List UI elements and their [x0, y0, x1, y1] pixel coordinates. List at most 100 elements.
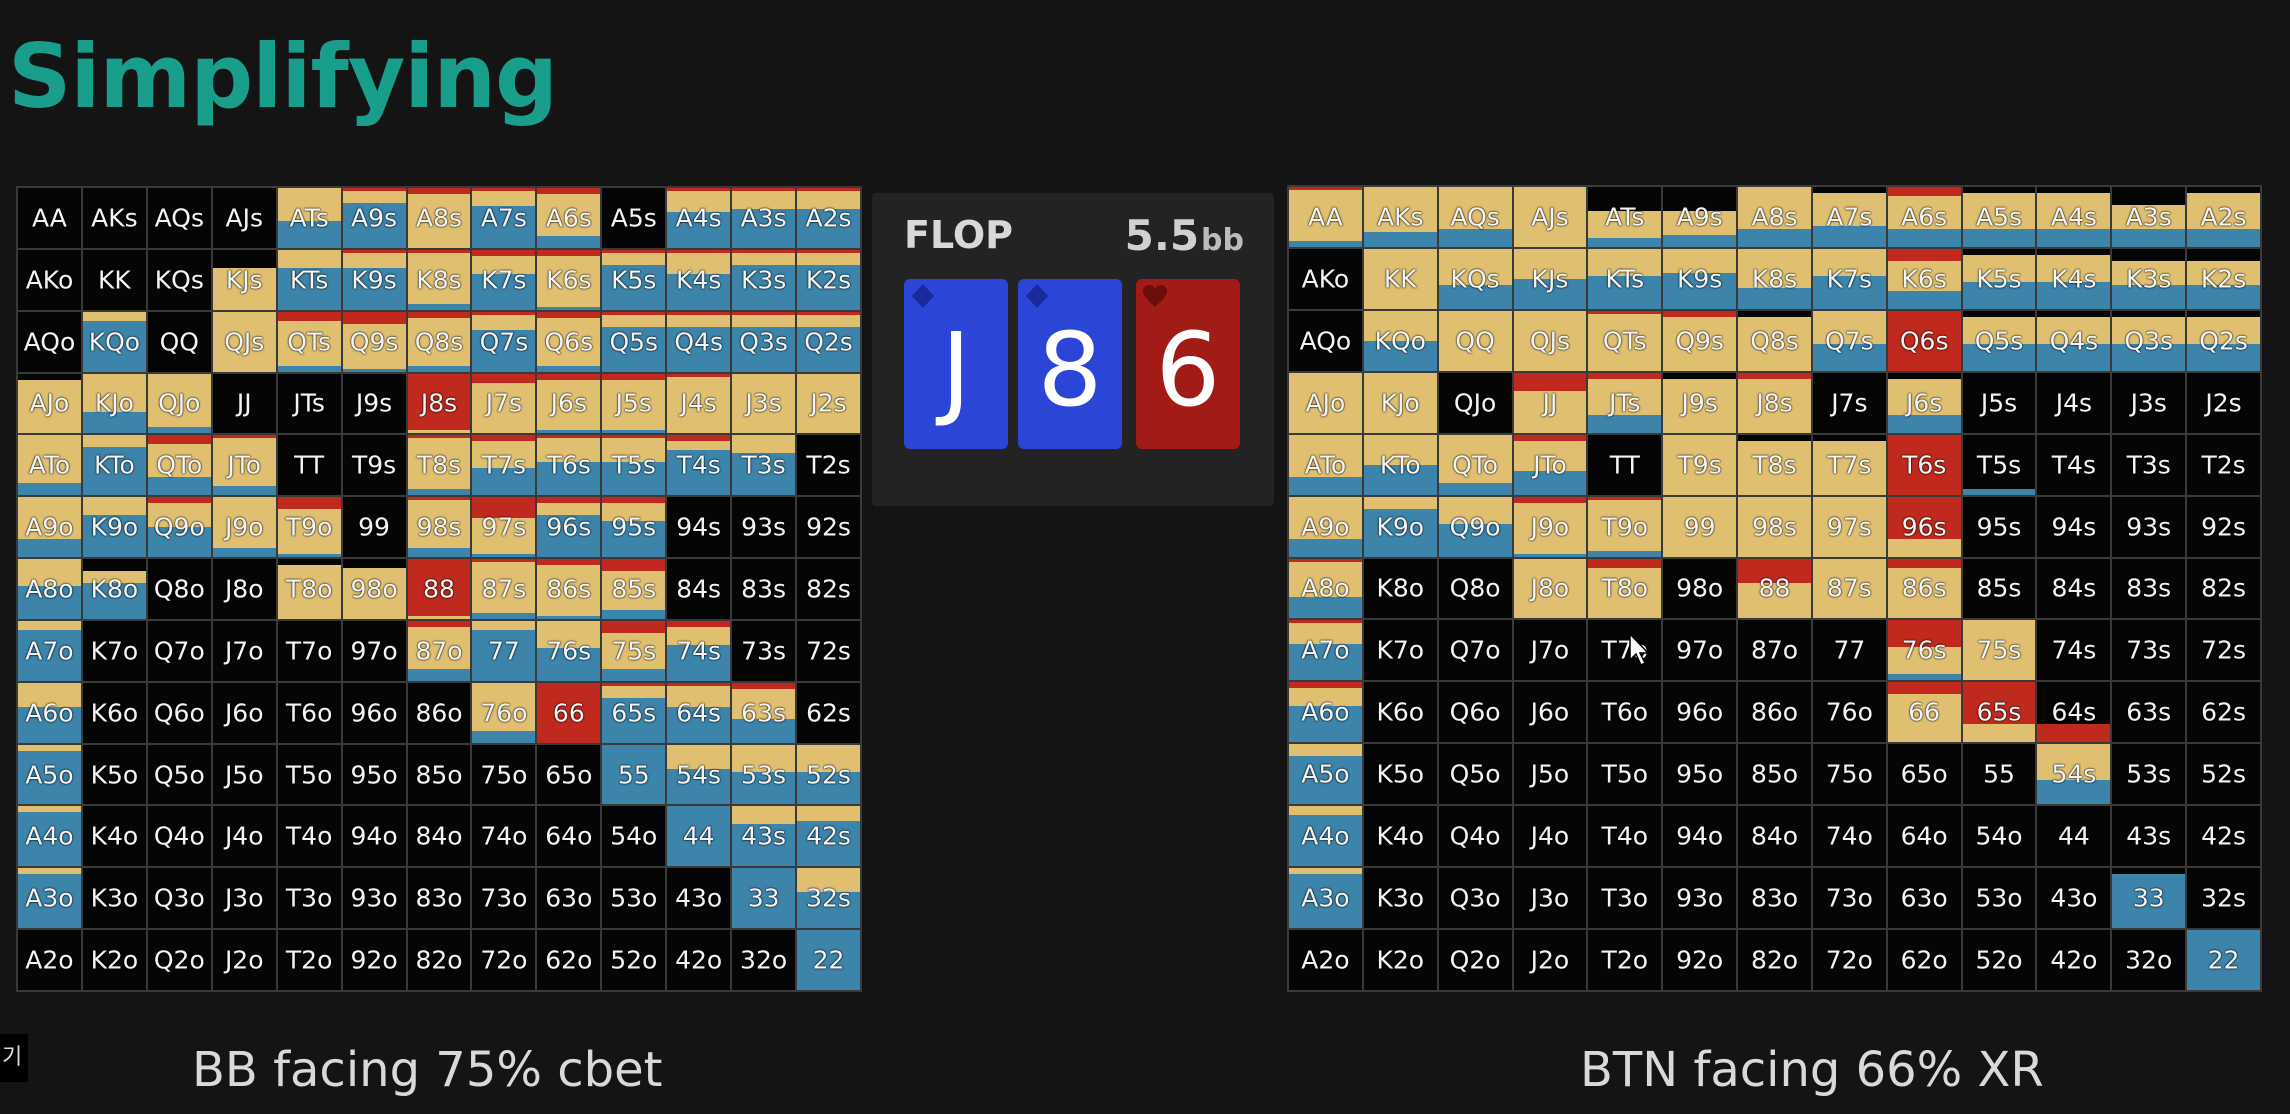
hand-cell[interactable]: 92s [797, 497, 860, 558]
hand-cell[interactable]: 92o [342, 930, 406, 990]
hand-cell[interactable]: QQ [1438, 310, 1512, 371]
hand-cell[interactable]: KK [82, 249, 146, 310]
hand-cell[interactable]: J8s [1738, 372, 1811, 433]
hand-cell[interactable]: 43s [2112, 806, 2186, 867]
hand-cell[interactable]: A8o [1289, 558, 1362, 619]
hand-cell[interactable]: 87o [407, 620, 471, 681]
hand-cell[interactable]: T6s [1887, 434, 1961, 495]
hand-cell[interactable]: 84s [2037, 558, 2111, 619]
hand-cell[interactable]: 66 [1887, 682, 1961, 743]
hand-cell[interactable]: Q2s [2187, 310, 2260, 371]
hand-cell[interactable]: T8s [407, 435, 471, 496]
hand-cell[interactable]: 74o [1812, 806, 1886, 867]
hand-cell[interactable]: 99 [1663, 496, 1737, 557]
hand-cell[interactable]: JTs [1588, 372, 1662, 433]
hand-cell[interactable]: 83s [732, 559, 796, 619]
hand-cell[interactable]: 86s [537, 559, 601, 619]
hand-cell[interactable]: T6s [537, 435, 601, 496]
hand-cell[interactable]: K4s [667, 249, 731, 310]
hand-cell[interactable]: K3o [1363, 868, 1437, 929]
hand-cell[interactable]: ATo [18, 435, 81, 496]
hand-cell[interactable]: J3o [212, 868, 276, 929]
hand-cell[interactable]: A7s [472, 188, 536, 248]
hand-cell[interactable]: K7s [1812, 248, 1886, 309]
hand-cell[interactable]: J4s [2037, 372, 2111, 433]
hand-cell[interactable]: A4o [18, 806, 81, 867]
hand-cell[interactable]: 76o [472, 682, 536, 743]
hand-cell[interactable]: TT [277, 435, 341, 496]
hand-cell[interactable]: 54o [602, 806, 666, 867]
hand-cell[interactable]: 72o [472, 930, 536, 990]
hand-cell[interactable]: A5s [1962, 187, 2036, 247]
hand-cell[interactable]: 64s [2037, 682, 2111, 743]
hand-cell[interactable]: Q9s [342, 311, 406, 372]
hand-cell[interactable]: Q2o [1438, 930, 1512, 990]
hand-cell[interactable]: J7o [212, 620, 276, 681]
hand-cell[interactable]: 33 [2112, 868, 2186, 929]
hand-cell[interactable]: T3s [2112, 434, 2186, 495]
hand-cell[interactable]: 94s [667, 497, 731, 558]
hand-cell[interactable]: 93o [1663, 868, 1737, 929]
hand-cell[interactable]: KJs [1513, 248, 1587, 309]
hand-cell[interactable]: J9o [212, 497, 276, 558]
hand-cell[interactable]: 92s [2187, 496, 2260, 557]
hand-cell[interactable]: A2o [1289, 930, 1362, 990]
hand-cell[interactable]: T9s [1663, 434, 1737, 495]
hand-cell[interactable]: Q9o [1438, 496, 1512, 557]
hand-cell[interactable]: J9s [342, 373, 406, 434]
hand-cell[interactable]: A2s [797, 188, 860, 248]
hand-cell[interactable]: AJs [212, 188, 276, 248]
hand-cell[interactable]: 74s [667, 620, 731, 681]
hand-cell[interactable]: 95s [1962, 496, 2036, 557]
hand-cell[interactable]: A8s [1738, 187, 1811, 247]
hand-cell[interactable]: 52s [797, 744, 860, 805]
hand-cell[interactable]: A2o [18, 930, 81, 990]
hand-cell[interactable]: 84o [1738, 806, 1811, 867]
hand-cell[interactable]: 54s [2037, 744, 2111, 805]
hand-cell[interactable]: K4o [82, 806, 146, 867]
hand-cell[interactable]: J5s [1962, 372, 2036, 433]
hand-cell[interactable]: J4o [212, 806, 276, 867]
hand-cell[interactable]: Q2o [147, 930, 211, 990]
hand-cell[interactable]: 73o [472, 868, 536, 929]
hand-cell[interactable]: 82o [1738, 930, 1811, 990]
hand-cell[interactable]: T4s [667, 435, 731, 496]
hand-cell[interactable]: KTs [277, 249, 341, 310]
hand-cell[interactable]: A8o [18, 559, 81, 619]
hand-cell[interactable]: 99 [342, 497, 406, 558]
hand-cell[interactable]: 66 [537, 682, 601, 743]
hand-cell[interactable]: J9o [1513, 496, 1587, 557]
hand-cell[interactable]: 76s [537, 620, 601, 681]
hand-cell[interactable]: KQs [147, 249, 211, 310]
hand-cell[interactable]: A3o [1289, 868, 1362, 929]
hand-cell[interactable]: 75o [472, 744, 536, 805]
hand-cell[interactable]: K5o [1363, 744, 1437, 805]
hand-cell[interactable]: 63o [537, 868, 601, 929]
hand-cell[interactable]: KK [1363, 248, 1437, 309]
hand-cell[interactable]: T2o [1588, 930, 1662, 990]
hand-cell[interactable]: K4o [1363, 806, 1437, 867]
hand-cell[interactable]: J8o [1513, 558, 1587, 619]
hand-cell[interactable]: 85s [1962, 558, 2036, 619]
hand-cell[interactable]: 55 [1962, 744, 2036, 805]
hand-cell[interactable]: 44 [667, 806, 731, 867]
hand-cell[interactable]: 98s [1738, 496, 1811, 557]
hand-cell[interactable]: 75s [1962, 620, 2036, 681]
hand-cell[interactable]: K2o [1363, 930, 1437, 990]
hand-cell[interactable]: 54s [667, 744, 731, 805]
hand-cell[interactable]: 73s [732, 620, 796, 681]
hand-cell[interactable]: J5o [212, 744, 276, 805]
hand-cell[interactable]: Q4s [667, 311, 731, 372]
hand-cell[interactable]: KJs [212, 249, 276, 310]
hand-cell[interactable]: J3s [2112, 372, 2186, 433]
hand-cell[interactable]: 88 [407, 559, 471, 619]
hand-cell[interactable]: Q6o [1438, 682, 1512, 743]
hand-cell[interactable]: Q5s [602, 311, 666, 372]
hand-cell[interactable]: 84o [407, 806, 471, 867]
hand-cell[interactable]: J6s [1887, 372, 1961, 433]
hand-cell[interactable]: T4s [2037, 434, 2111, 495]
hand-cell[interactable]: Q6s [537, 311, 601, 372]
hand-cell[interactable]: 84s [667, 559, 731, 619]
hand-cell[interactable]: J7s [472, 373, 536, 434]
hand-cell[interactable]: 63s [732, 682, 796, 743]
